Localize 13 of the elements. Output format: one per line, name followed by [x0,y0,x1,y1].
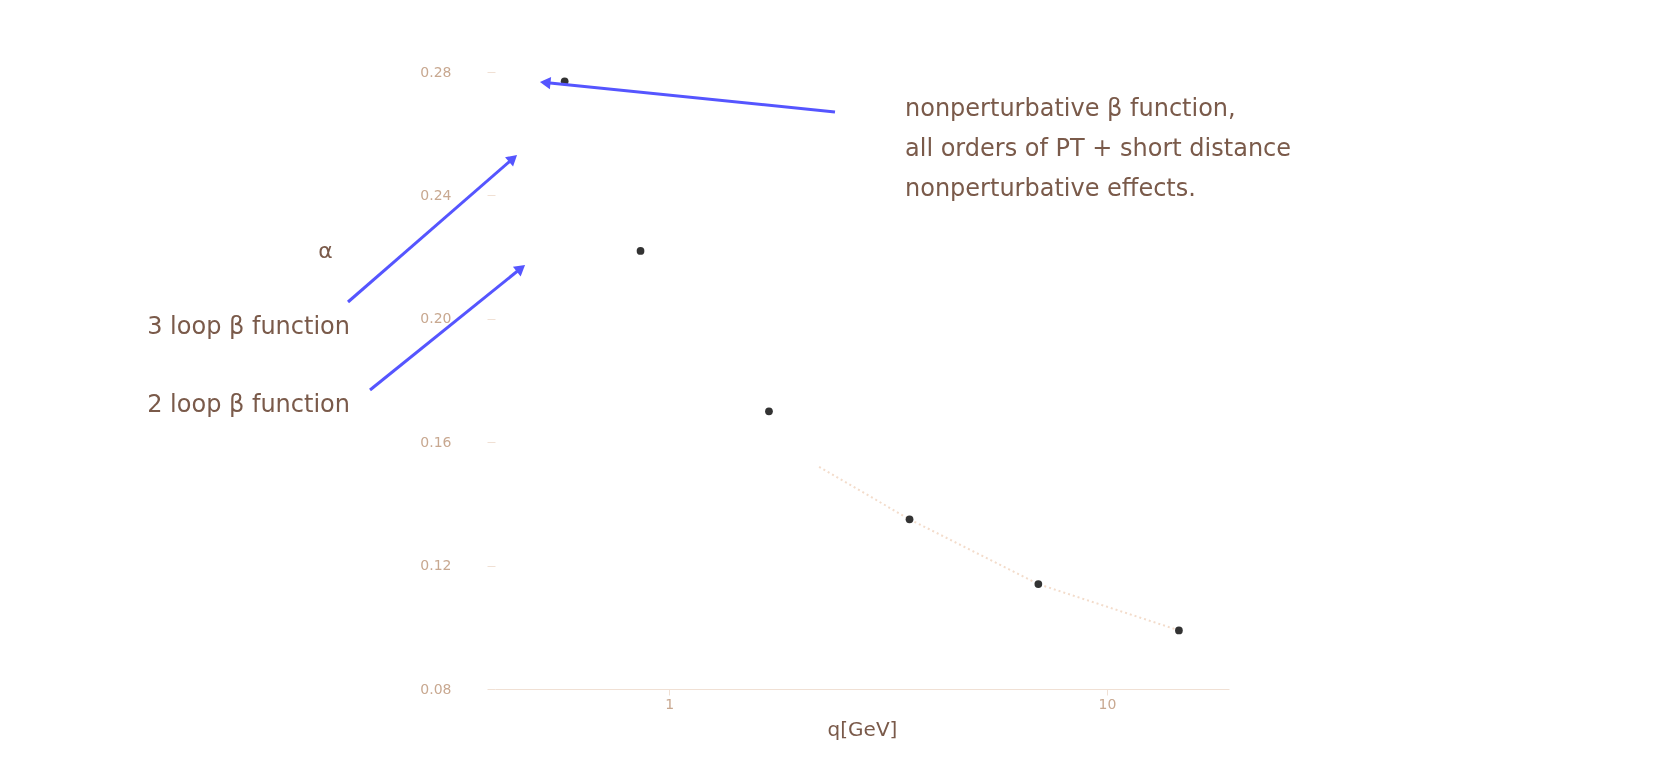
y-axis-title: α [318,237,333,263]
y-tick-label: 0.24 [420,186,452,203]
annotation: nonperturbative β function, all orders of PT + short distance nonperturbative effects. [905,94,1292,202]
x-tick-label: 10 [1098,695,1117,712]
text: 3 loop β function [147,312,350,340]
y-tick-label: 0.16 [420,433,452,450]
y-tick-label: 0.08 [420,680,452,697]
y-tick-label: 0.20 [420,310,452,327]
text: 2 loop β function [147,390,350,418]
x-tick-label: 1 [665,695,675,712]
y-tick-label: 0.28 [420,63,452,80]
x-axis-title: q[GeV] [827,716,898,741]
y-tick-label: 0.12 [420,557,452,574]
